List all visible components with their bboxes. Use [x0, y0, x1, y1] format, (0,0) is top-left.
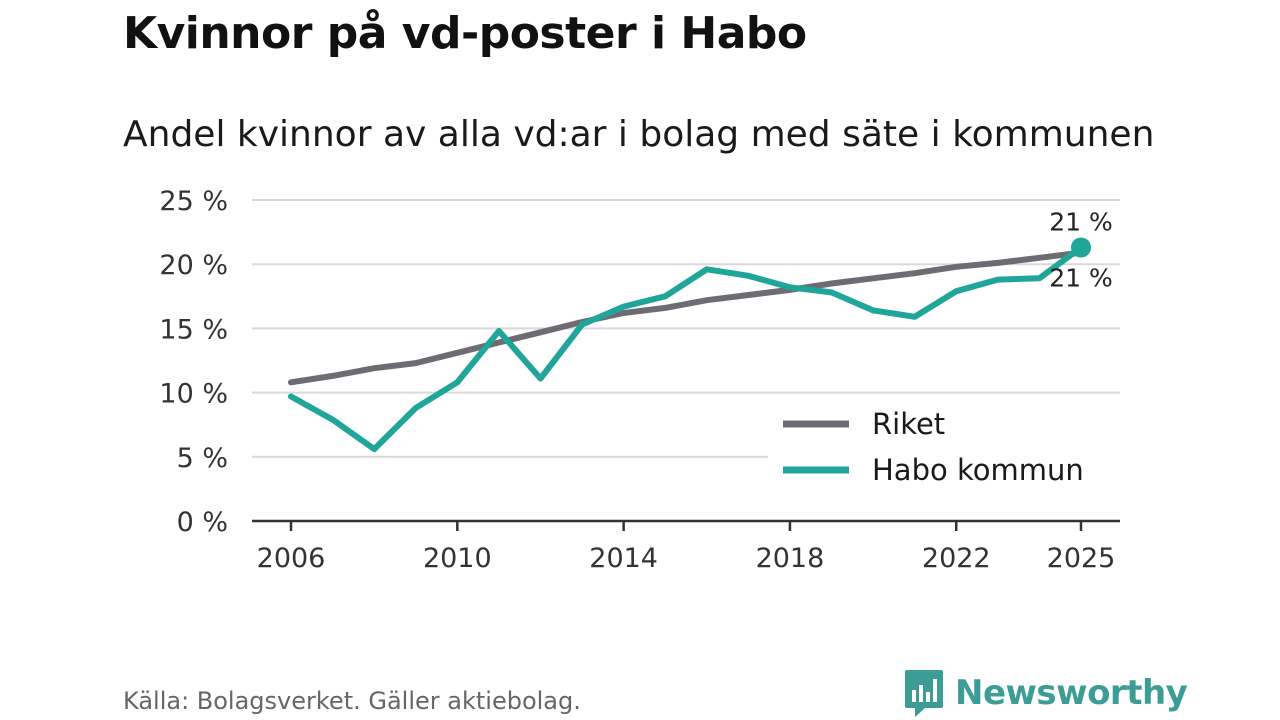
x-tick-label: 2006: [257, 543, 326, 574]
x-tick-label: 2010: [423, 543, 492, 574]
end-label-riket: 21 %: [1049, 264, 1113, 293]
series-line-habo: [288, 244, 1084, 453]
y-tick-label: 5 %: [177, 443, 228, 474]
y-tick-label: 15 %: [159, 314, 228, 345]
series-lines: [288, 244, 1084, 453]
brand-name: Newsworthy: [955, 673, 1188, 713]
source-note: Källa: Bolagsverket. Gäller aktiebolag.: [123, 687, 581, 715]
legend-label: Habo kommun: [872, 453, 1084, 487]
y-tick-label: 0 %: [177, 507, 228, 538]
series-line-riket: [288, 249, 1084, 386]
legend: Riket Habo kommun: [768, 400, 1120, 500]
chart-title: Kvinnor på vd-poster i Habo: [123, 8, 807, 59]
brand-logo: Newsworthy: [903, 668, 1188, 718]
x-axis: 2006 2010 2014 2018 2022 2025: [252, 519, 1120, 574]
end-label-habo: 21 %: [1049, 208, 1113, 237]
x-tick-label: 2018: [756, 543, 825, 574]
y-tick-label: 10 %: [159, 379, 228, 410]
end-labels: 21 % 21 %: [1049, 208, 1113, 293]
y-axis-labels: 0 % 5 % 10 % 15 % 20 % 25 %: [159, 186, 228, 538]
chart-subtitle: Andel kvinnor av alla vd:ar i bolag med …: [123, 114, 1155, 155]
legend-box: [768, 400, 1120, 500]
x-tick-label: 2025: [1047, 543, 1116, 574]
line-chart: 0 %5 %10 %15 %20 %25 % 2006 2010 2014 2018 2…: [159, 186, 1120, 574]
x-tick-label: 2022: [922, 543, 991, 574]
newsworthy-logo-icon: [905, 670, 943, 717]
y-tick-label: 25 %: [159, 186, 228, 217]
end-point-habo: [1071, 237, 1091, 258]
y-tick-label: 20 %: [159, 250, 228, 281]
legend-label: Riket: [872, 407, 945, 441]
x-tick-label: 2014: [589, 543, 658, 574]
